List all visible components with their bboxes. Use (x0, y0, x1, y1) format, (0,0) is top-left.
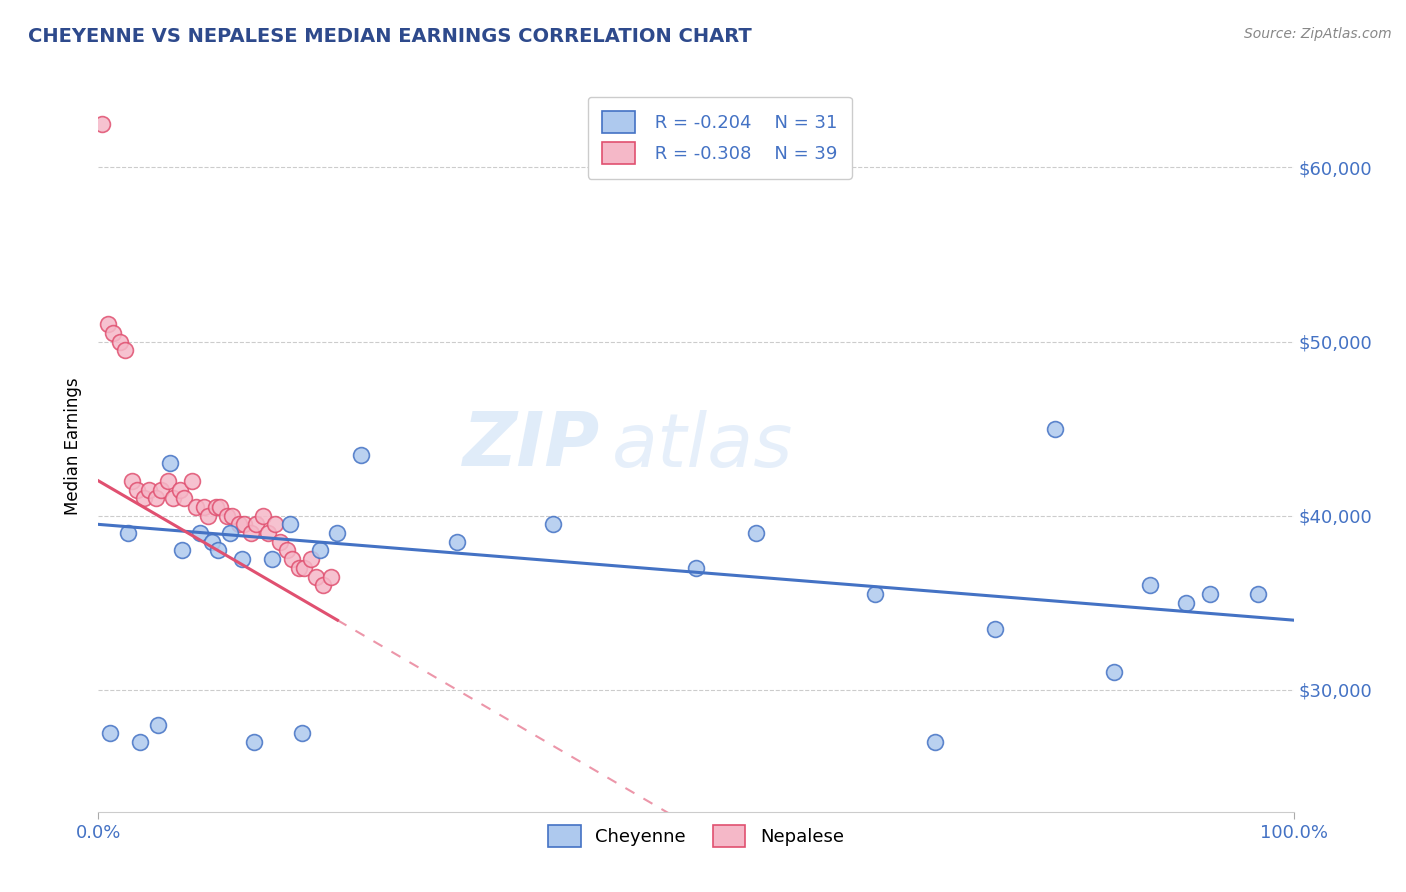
Point (326, 526, 349, 541)
Point (1104, 665, 1126, 680)
Point (541, 517, 564, 532)
Point (101, 326, 124, 340)
Point (1199, 587, 1222, 601)
Point (1175, 596, 1198, 610)
Point (117, 526, 139, 541)
Point (228, 517, 250, 532)
Point (321, 569, 343, 583)
Point (1043, 421, 1066, 435)
Point (745, 526, 768, 541)
Point (924, 735, 946, 749)
Point (865, 587, 887, 601)
Point (264, 517, 287, 532)
Point (172, 543, 194, 558)
Text: ZIP: ZIP (463, 409, 600, 483)
Point (233, 517, 256, 532)
Point (91, 117, 114, 131)
Point (257, 526, 280, 541)
Point (201, 534, 224, 549)
Legend: Cheyenne, Nepalese: Cheyenne, Nepalese (541, 817, 851, 854)
Point (281, 552, 304, 566)
Point (240, 526, 263, 541)
Text: CHEYENNE VS NEPALESE MEDIAN EARNINGS CORRELATION CHART: CHEYENNE VS NEPALESE MEDIAN EARNINGS COR… (28, 27, 752, 45)
Point (209, 500, 232, 514)
Point (156, 474, 179, 488)
Point (305, 569, 328, 583)
Point (984, 622, 1007, 636)
Point (204, 500, 226, 514)
Text: Source: ZipAtlas.com: Source: ZipAtlas.com (1244, 27, 1392, 41)
Point (446, 534, 468, 549)
Point (685, 561, 707, 575)
Point (291, 726, 314, 740)
Point (278, 517, 301, 532)
Point (231, 552, 253, 566)
Point (97, 317, 120, 331)
Point (276, 543, 298, 558)
Point (217, 508, 239, 523)
Point (312, 578, 335, 592)
Point (138, 483, 160, 497)
Point (288, 561, 311, 575)
Point (197, 508, 219, 523)
Point (186, 500, 208, 514)
Point (260, 552, 283, 566)
Point (269, 534, 291, 549)
Point (173, 491, 195, 506)
Point (1139, 578, 1161, 592)
Point (125, 483, 148, 497)
Point (98, 726, 122, 740)
Point (114, 343, 136, 358)
Point (221, 508, 243, 523)
Point (145, 491, 167, 506)
Point (188, 526, 211, 541)
Point (121, 474, 143, 488)
Text: atlas: atlas (613, 410, 794, 482)
Point (132, 491, 155, 506)
Point (299, 552, 322, 566)
Point (292, 561, 315, 575)
Point (193, 500, 215, 514)
Point (149, 483, 172, 497)
Point (252, 508, 274, 523)
Point (243, 735, 266, 749)
Y-axis label: Median Earnings: Median Earnings (65, 377, 83, 515)
Point (162, 491, 184, 506)
Point (148, 717, 170, 731)
Point (129, 735, 152, 749)
Point (159, 457, 181, 471)
Point (169, 483, 191, 497)
Point (350, 448, 373, 462)
Point (108, 334, 131, 349)
Point (308, 543, 330, 558)
Point (245, 517, 267, 532)
Point (207, 543, 229, 558)
Point (219, 526, 242, 541)
Point (180, 474, 202, 488)
Point (1247, 587, 1270, 601)
